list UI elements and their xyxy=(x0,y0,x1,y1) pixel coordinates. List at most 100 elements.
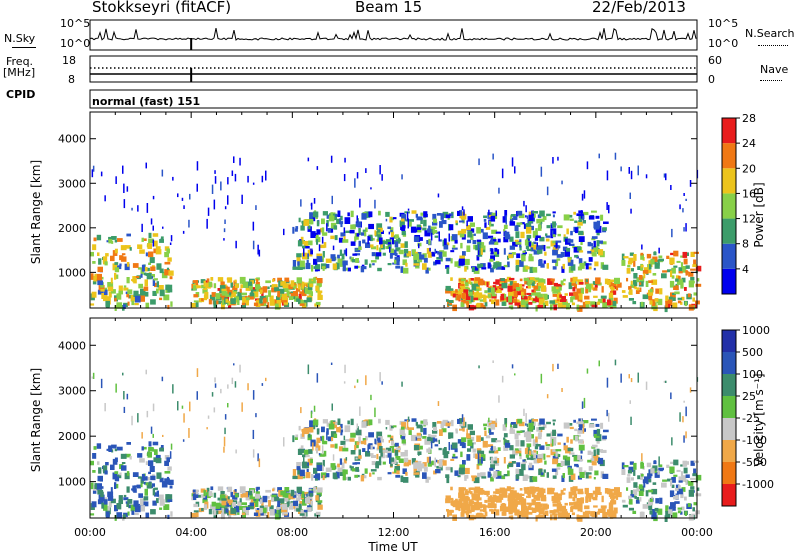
velocity-cell xyxy=(550,433,554,437)
velocity-cell xyxy=(167,466,172,471)
power-cell xyxy=(101,293,104,299)
velocity-cell xyxy=(114,507,117,512)
power-cell xyxy=(217,277,224,282)
velocity-cell xyxy=(509,429,516,434)
power-cell xyxy=(477,240,482,245)
velocity-cell xyxy=(251,496,257,499)
xtick-label: 00:00 xyxy=(681,526,713,539)
power-cell xyxy=(315,264,321,270)
velocity-cell xyxy=(657,508,663,515)
power-cell xyxy=(144,279,148,287)
velocity-cell xyxy=(112,472,118,480)
velocity-cell xyxy=(584,505,590,510)
power-cell xyxy=(559,294,563,298)
power-cell xyxy=(670,292,676,299)
velocity-cell xyxy=(436,421,442,424)
power-cell xyxy=(370,236,373,242)
velocity-cell xyxy=(351,468,356,472)
power-cell xyxy=(423,219,427,227)
velocity-cell xyxy=(513,424,518,429)
power-cell xyxy=(372,263,375,266)
velocity-cell xyxy=(574,428,578,432)
power-cell xyxy=(299,303,305,306)
velocity-cell xyxy=(466,512,470,518)
velocity-cell xyxy=(563,442,566,446)
power-cell xyxy=(214,176,217,184)
velocity-cell xyxy=(480,454,486,459)
status-traces xyxy=(89,28,697,82)
velocity-cell xyxy=(93,446,97,450)
velocity-cell xyxy=(372,472,375,475)
power-cell xyxy=(239,276,246,284)
velocity-cell xyxy=(585,496,589,503)
velocity-cell xyxy=(647,473,651,480)
power-cell xyxy=(579,262,585,269)
velocity-cell xyxy=(299,513,305,516)
power-cell xyxy=(504,210,508,217)
power-cell xyxy=(310,203,313,206)
power-cell xyxy=(467,239,472,244)
power-cell xyxy=(613,297,618,304)
power-cell xyxy=(649,288,653,293)
velocity-cell xyxy=(156,498,159,504)
velocity-cell xyxy=(630,416,632,425)
velocity-cell xyxy=(252,390,255,400)
velocity-cell xyxy=(552,422,555,426)
power-cell xyxy=(543,245,546,252)
velocity-cell xyxy=(166,457,170,463)
power-cell xyxy=(487,294,492,298)
power-cell xyxy=(538,282,544,286)
velocity-cell xyxy=(557,512,563,517)
power-cell xyxy=(676,260,681,263)
nsky-trace xyxy=(89,28,697,42)
velocity-cell xyxy=(649,473,652,479)
power-cell xyxy=(331,195,333,205)
power-cell xyxy=(339,249,343,256)
velocity-cell xyxy=(604,488,609,494)
power-cell xyxy=(552,157,554,164)
velocity-cell xyxy=(616,492,622,498)
power-cell xyxy=(114,272,117,280)
power-cell xyxy=(480,248,483,255)
velocity-cell xyxy=(576,498,581,504)
velocity-cell xyxy=(596,428,601,436)
velocity-cell xyxy=(471,493,477,500)
velocity-cell xyxy=(467,497,470,501)
velocity-cell xyxy=(445,495,451,501)
velocity-cell xyxy=(297,493,301,499)
power-cell xyxy=(97,289,103,295)
velocity-cell xyxy=(521,462,526,465)
velocity-cell xyxy=(574,463,579,467)
power-cell xyxy=(539,220,543,224)
velocity-cell xyxy=(503,437,506,440)
velocity-cell xyxy=(148,460,154,466)
velocity-cell xyxy=(531,499,534,502)
velocity-cell xyxy=(513,500,518,507)
velocity-cell xyxy=(537,494,543,498)
ytick-label: 3000 xyxy=(58,177,86,190)
velocity-cell xyxy=(419,463,425,469)
power-cell xyxy=(497,262,502,267)
power-cell xyxy=(394,241,399,248)
power-cell xyxy=(233,156,235,163)
power-cell xyxy=(448,224,454,231)
velocity-cell xyxy=(610,512,613,518)
velocity-cell xyxy=(250,499,254,503)
velocity-cell xyxy=(432,430,438,434)
power-cell xyxy=(233,280,237,286)
power-cell xyxy=(343,174,346,182)
power-cell xyxy=(492,285,496,289)
power-cell xyxy=(492,251,498,255)
velocity-cell xyxy=(119,472,122,476)
velocity-cell xyxy=(543,453,546,460)
velocity-cell xyxy=(302,454,307,458)
velocity-cell xyxy=(567,447,574,452)
velocity-cell xyxy=(172,384,174,394)
velocity-cell xyxy=(451,456,458,459)
velocity-cell xyxy=(587,472,592,475)
velocity-cell xyxy=(387,434,391,438)
velocity-cell xyxy=(394,465,400,471)
velocity-cell xyxy=(340,423,343,429)
velocity-cell xyxy=(525,423,527,426)
power-cell xyxy=(520,222,525,225)
